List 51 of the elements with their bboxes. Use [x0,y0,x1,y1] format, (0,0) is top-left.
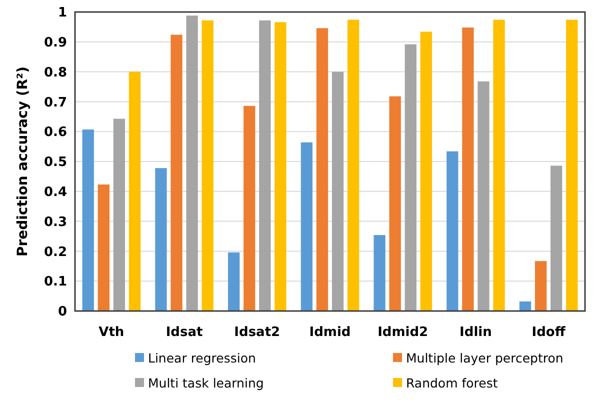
bar [462,28,474,311]
y-tick-label: 0.1 [44,274,67,290]
bar [228,252,240,311]
bar [259,20,271,311]
y-tick-label: 0.2 [44,244,67,260]
legend-label: Multi task learning [148,375,264,390]
bar [155,168,167,311]
bar [404,44,416,311]
y-tick-label: 0.8 [44,65,67,80]
bar [244,106,256,311]
bar [186,16,198,311]
y-tick-label: 0 [58,304,67,320]
x-tick-label: Vth [98,325,124,340]
bar [534,261,547,311]
bar [566,20,578,311]
bar [170,34,182,311]
bar [332,72,344,311]
x-tick-label: Idmid [309,325,351,340]
bar [300,142,313,311]
bar [274,22,286,311]
bar [113,118,126,311]
y-tick-label: 1 [58,6,67,21]
y-tick-label: 0.6 [44,125,67,140]
y-tick-label: 0.9 [44,35,67,50]
bar [446,151,458,311]
y-tick-label: 0.5 [44,155,67,170]
bar [316,28,328,311]
x-tick-label: Idsat [166,325,203,340]
bar [478,81,490,311]
bar [82,130,94,311]
x-tick-label: Idlin [460,325,492,340]
y-tick-label: 0.3 [44,214,67,230]
bar [550,166,562,311]
legend-label: Random forest [406,375,498,390]
legend-label: Linear regression [148,350,256,366]
bar [420,32,432,311]
y-tick-label: 0.7 [44,95,67,110]
bar [98,184,110,311]
bar [374,235,386,311]
bar [519,301,532,311]
bar [202,20,214,311]
x-tick-label: Idmid2 [378,325,428,340]
x-tick-label: Idsat2 [234,325,280,340]
legend-label: Multiple layer perceptron [406,350,564,366]
y-axis-title: Prediction accuracy (R²) [15,66,31,257]
y-tick-label: 0.4 [44,184,67,200]
bar [389,96,401,311]
bar [128,72,141,311]
x-tick-label: Idoff [532,325,566,340]
bar [347,20,360,311]
bar [493,20,505,311]
